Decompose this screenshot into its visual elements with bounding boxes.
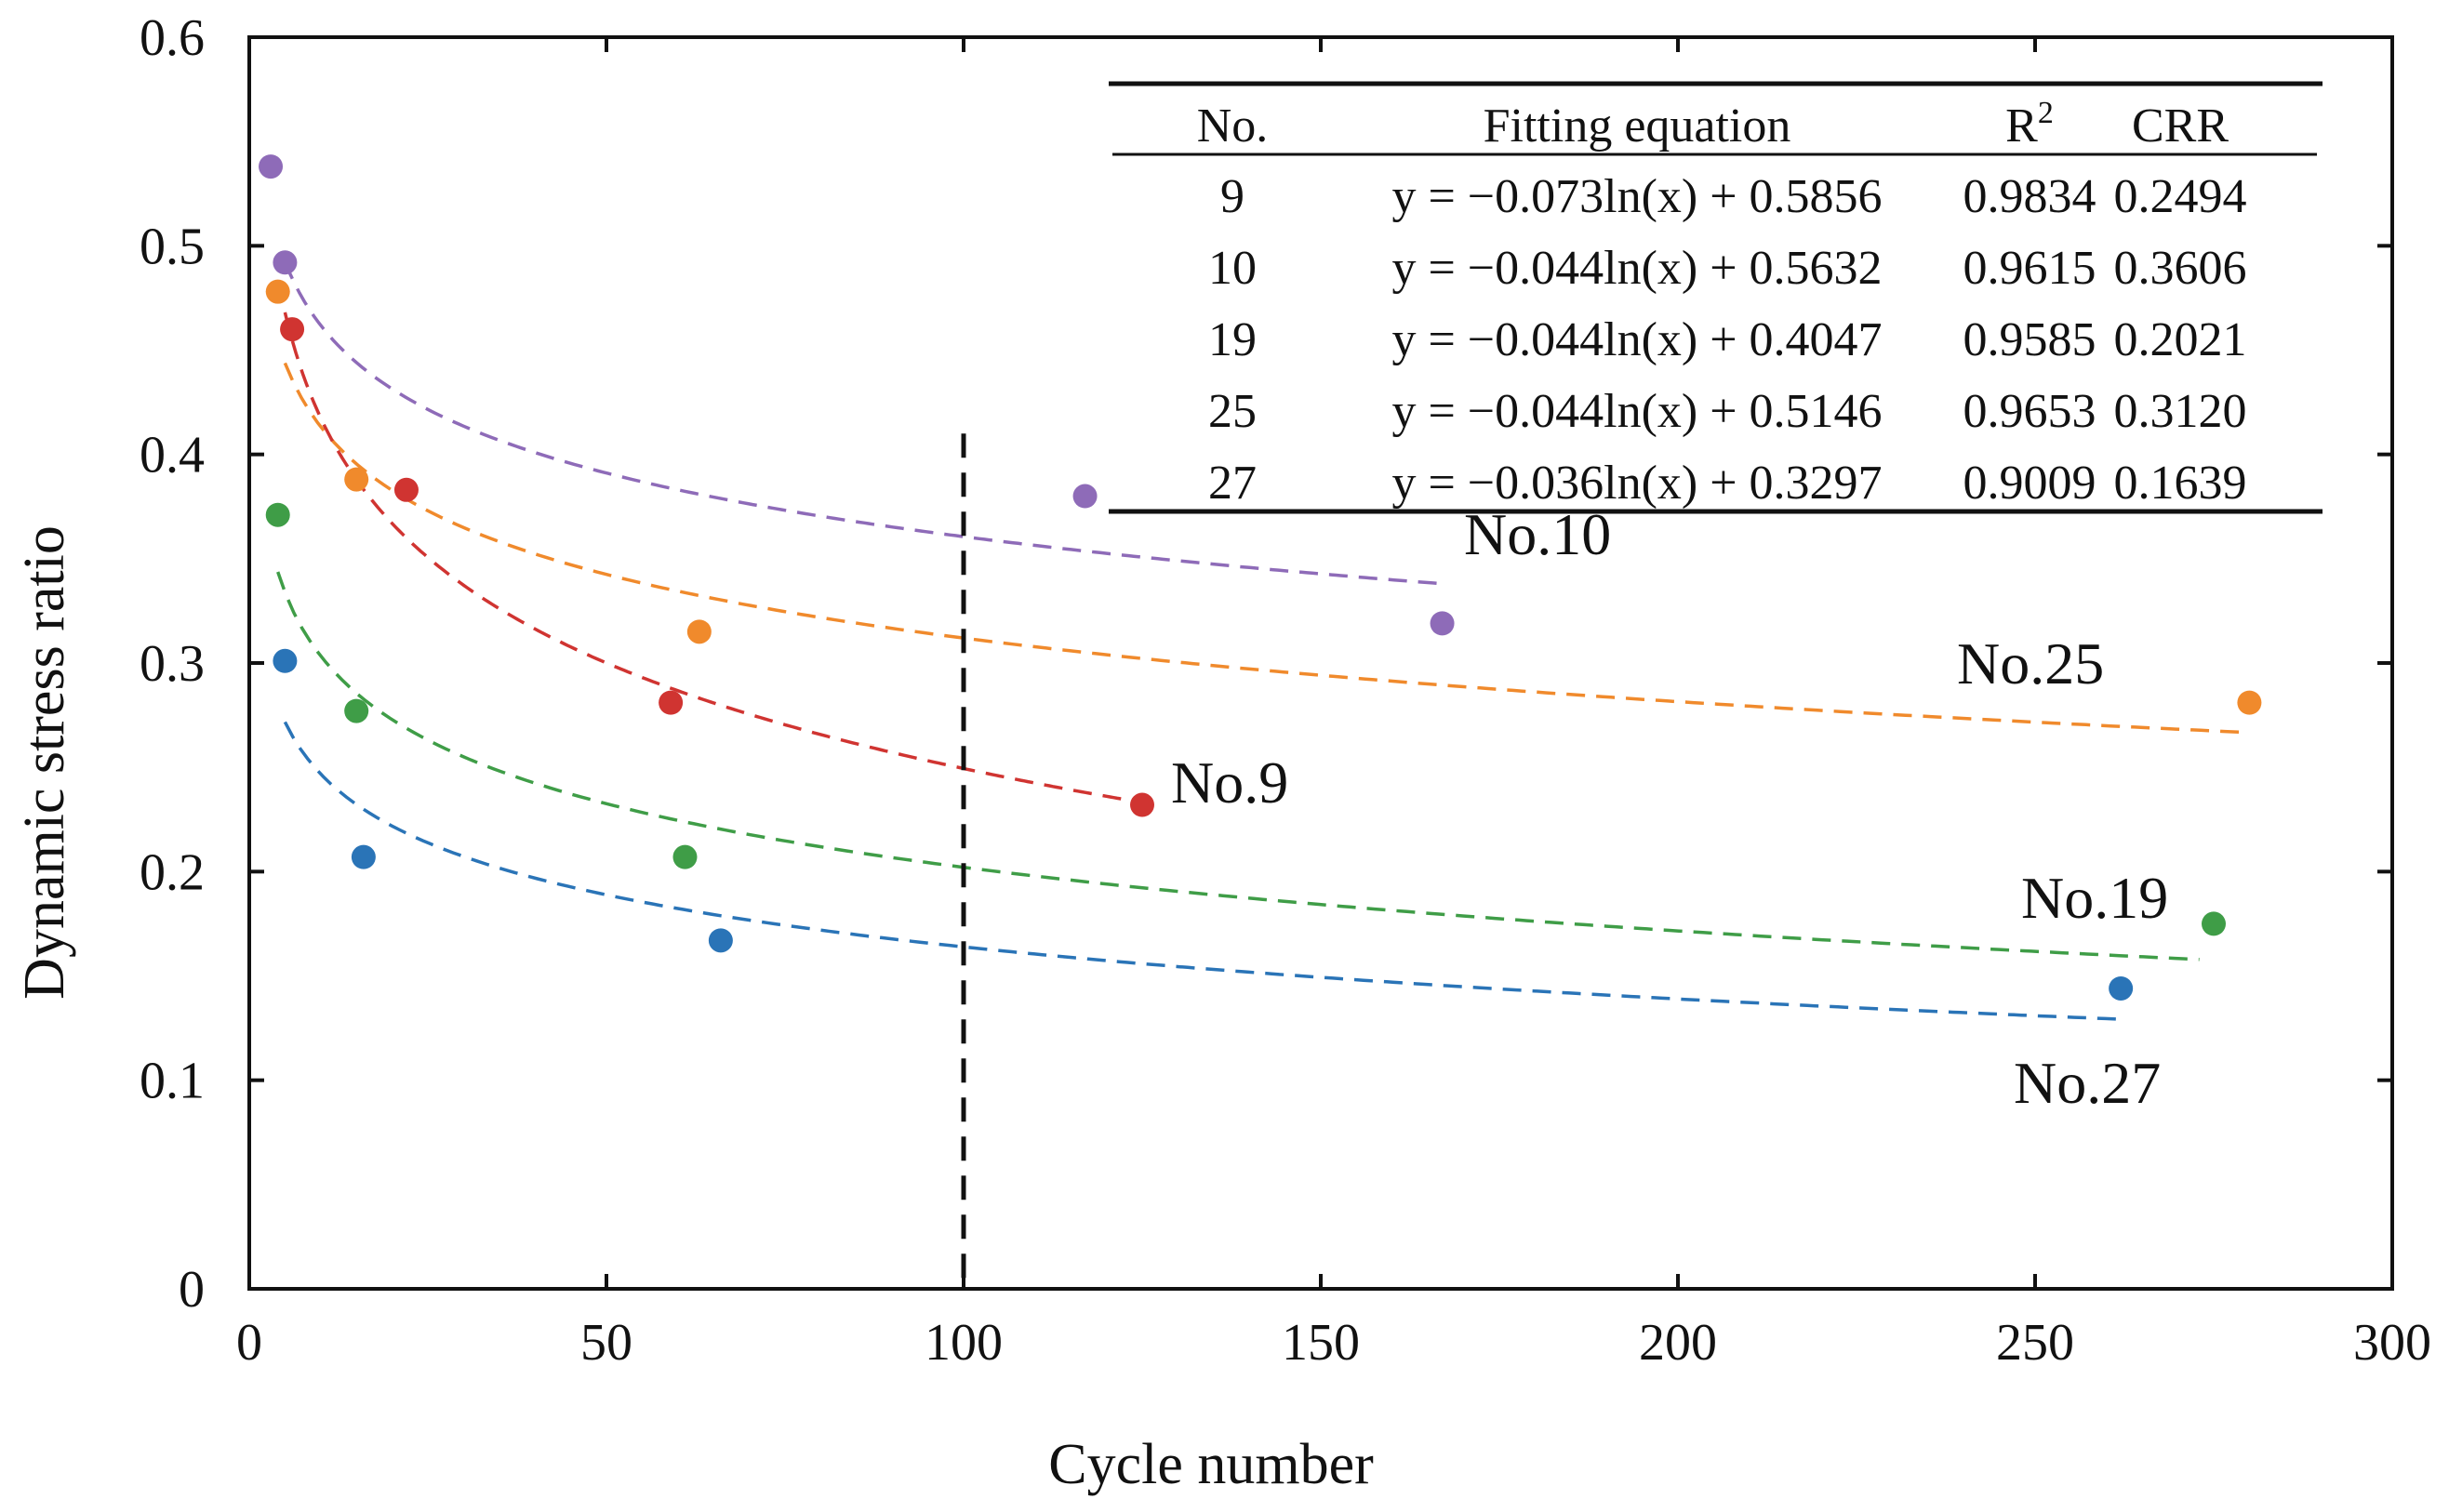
data-point <box>344 467 369 492</box>
data-point <box>672 844 698 869</box>
data-point <box>273 648 298 673</box>
y-tick-label: 0.2 <box>140 843 205 901</box>
table-cell: 0.9653 <box>1963 385 2096 438</box>
series-label: No.9 <box>1171 749 1288 816</box>
y-axis-title: Dynamic stress ratio <box>13 525 76 1000</box>
table-cell: 10 <box>1208 242 1257 295</box>
table-cell: 25 <box>1208 385 1257 438</box>
table-cell: 0.9615 <box>1963 242 2096 295</box>
table-cell: 0.2494 <box>2114 170 2247 223</box>
data-point <box>1072 484 1098 509</box>
x-tick-label: 150 <box>1282 1314 1360 1372</box>
table-cell: 27 <box>1208 457 1257 510</box>
table-cell: y = −0.044ln(x) + 0.5146 <box>1391 385 1882 438</box>
x-tick-label: 200 <box>1639 1314 1717 1372</box>
x-tick-label: 300 <box>2353 1314 2431 1372</box>
data-point <box>259 154 284 179</box>
data-point <box>273 250 298 275</box>
table-cell: y = −0.036ln(x) + 0.3297 <box>1391 457 1882 510</box>
table-header: Fitting equation <box>1484 99 1791 153</box>
table-cell: 9 <box>1220 170 1244 223</box>
table-cell: y = −0.044ln(x) + 0.4047 <box>1391 313 1882 366</box>
table-cell: 0.3606 <box>2114 242 2247 295</box>
y-tick-label: 0.1 <box>140 1053 205 1110</box>
data-point <box>1130 792 1154 817</box>
data-point <box>393 477 419 502</box>
y-tick-label: 0.6 <box>140 9 205 67</box>
x-axis-title: Cycle number <box>1048 1433 1374 1496</box>
fit-table: No. Fitting equation R2 CRR 9 y = −0.073ln(x)… <box>1109 81 2323 514</box>
data-point <box>280 317 305 342</box>
x-tick-label: 100 <box>925 1314 1003 1372</box>
data-point <box>344 698 369 723</box>
x-tick-label: 250 <box>1996 1314 2074 1372</box>
data-point <box>2202 911 2226 936</box>
data-point <box>2109 975 2134 1001</box>
series-label: No.19 <box>2021 865 2168 931</box>
fit-curve <box>283 312 1143 804</box>
table-cell: 0.2021 <box>2114 313 2247 366</box>
data-points <box>259 154 2262 1001</box>
table-cell: 19 <box>1208 313 1257 366</box>
table-cell: 0.1639 <box>2114 457 2247 510</box>
table-cell: 0.9834 <box>1963 170 2096 223</box>
data-point <box>659 690 684 715</box>
data-point <box>2237 690 2262 715</box>
table-cell: 0.3120 <box>2114 385 2247 438</box>
x-tick-label: 0 <box>236 1314 262 1372</box>
y-tick-label: 0.3 <box>140 635 205 693</box>
data-point <box>265 502 290 527</box>
table-header: No. <box>1197 99 1269 153</box>
y-tick-label: 0 <box>179 1261 205 1319</box>
data-point <box>1430 611 1455 636</box>
y-tick-label: 0.5 <box>140 218 205 275</box>
series-label: No.27 <box>2014 1050 2161 1116</box>
table-header: R2 <box>2005 96 2054 153</box>
fit-curve <box>283 721 2122 1021</box>
fit-curve <box>276 571 2200 962</box>
data-point <box>686 619 712 644</box>
ticks: 0 50 100 150 200 250 300 0 0.1 0.2 0.3 0.4 0.5 0.6 <box>140 9 2431 1372</box>
table-cell: 0.9009 <box>1963 457 2096 510</box>
table-header: CRR <box>2132 99 2229 153</box>
data-point <box>708 928 733 953</box>
table-cell: 0.9585 <box>1963 313 2096 366</box>
x-tick-label: 50 <box>580 1314 632 1372</box>
table-cell: y = −0.073ln(x) + 0.5856 <box>1391 170 1882 223</box>
data-point <box>265 279 290 304</box>
table-cell: y = −0.044ln(x) + 0.5632 <box>1391 242 1882 295</box>
series-label: No.25 <box>1957 630 2104 696</box>
fit-curve <box>283 362 2250 735</box>
data-point <box>351 844 376 869</box>
fit-curve <box>283 260 1443 586</box>
fit-curves <box>276 260 2250 1021</box>
y-tick-label: 0.4 <box>140 427 205 484</box>
